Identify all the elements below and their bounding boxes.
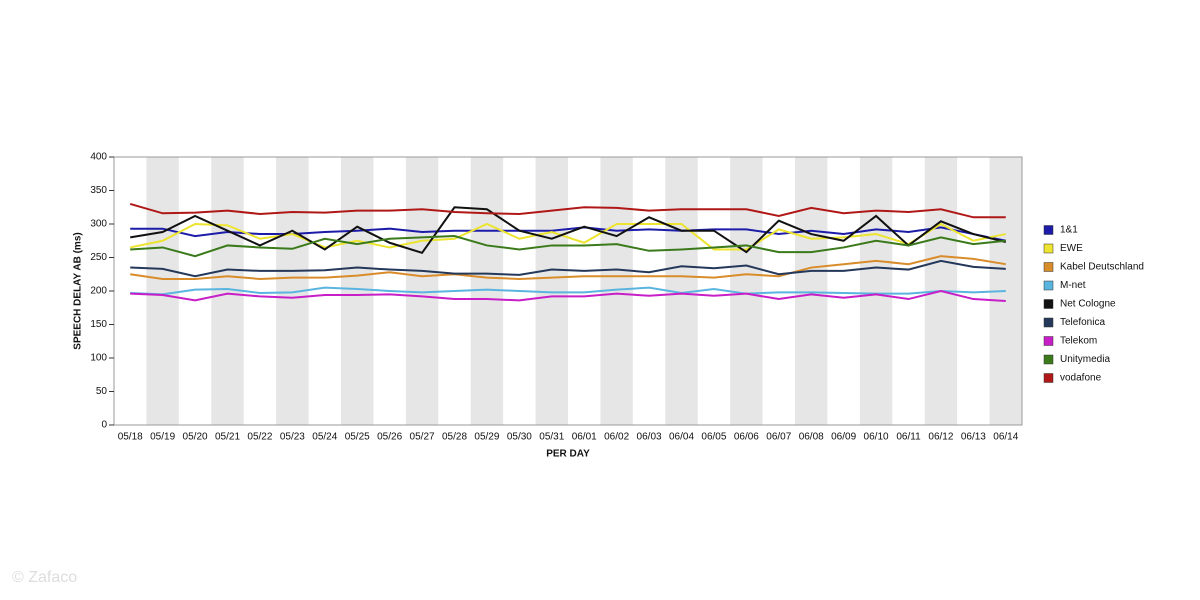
x-tick-label: 06/14 (993, 432, 1018, 443)
y-tick-label: 200 (90, 286, 107, 297)
x-tick-label: 06/09 (831, 432, 856, 443)
y-tick-label: 250 (90, 252, 107, 263)
legend-swatch (1043, 262, 1054, 272)
x-tick-label: 06/08 (799, 432, 824, 443)
legend-swatch (1043, 317, 1054, 328)
line (130, 289, 1006, 303)
legend-label: EWE (1060, 243, 1083, 254)
legend-label: M-net (1060, 280, 1086, 291)
x-tick-label: 06/05 (701, 432, 726, 443)
x-tick-label: 05/25 (345, 432, 370, 443)
y-tick-label: 300 (90, 219, 107, 230)
line (130, 222, 1006, 251)
band (859, 157, 893, 425)
x-tick-label: 05/26 (377, 432, 402, 443)
legend-swatch (1043, 354, 1054, 365)
legend-swatch (1043, 373, 1054, 383)
x-tick-label: 06/07 (766, 432, 791, 443)
x-tick-label: 05/31 (539, 432, 564, 443)
band (795, 157, 828, 425)
x-axis-title: PER DAY (546, 449, 590, 460)
x-tick-label: 05/19 (150, 432, 175, 443)
y-axis-title: SPEECH DELAY AB (ms) (73, 232, 84, 349)
y-tick-label: 50 (96, 386, 108, 397)
legend-swatch (1043, 336, 1054, 346)
legend-swatch (1043, 243, 1054, 254)
x-tick-label: 05/22 (247, 432, 272, 443)
legend-label: Net Cologne (1060, 299, 1116, 310)
x-tick-label: 06/10 (864, 432, 889, 443)
legend-label: Telekom (1060, 336, 1097, 347)
x-tick-label: 06/12 (928, 432, 953, 443)
y-tick-label: 0 (101, 420, 107, 431)
x-tick-label: 06/02 (604, 432, 629, 443)
band (730, 157, 763, 425)
x-tick-label: 05/30 (507, 432, 532, 443)
x-tick-label: 05/24 (312, 432, 337, 443)
x-tick-label: 05/28 (442, 432, 467, 443)
legend-label: vodafone (1060, 373, 1102, 384)
x-tick-label: 05/23 (280, 432, 305, 443)
x-tick-label: 05/20 (183, 432, 208, 443)
line (130, 235, 1006, 258)
x-tick-label: 06/01 (572, 432, 597, 443)
x-tick-label: 06/03 (637, 432, 662, 443)
legend-swatch (1043, 299, 1054, 309)
line (130, 286, 1006, 296)
legend-label: Telefonica (1060, 317, 1105, 328)
line (130, 259, 1006, 278)
y-tick-label: 150 (90, 319, 107, 330)
watermark: © Zafaco (12, 569, 77, 586)
band (146, 157, 179, 425)
line (129, 202, 1006, 219)
legend-label: Unitymedia (1060, 354, 1110, 365)
legend-swatch (1043, 280, 1054, 291)
y-tick-label: 350 (90, 185, 107, 196)
line (130, 226, 1006, 242)
legend-label: 1&1 (1060, 225, 1078, 236)
line (130, 206, 1007, 254)
x-tick-label: 05/18 (118, 432, 143, 443)
y-tick-label: 100 (90, 353, 107, 364)
bands (146, 157, 1022, 425)
y-tick-label: 400 (90, 152, 107, 163)
x-tick-label: 05/29 (474, 432, 499, 443)
x-tick-label: 05/27 (410, 432, 435, 443)
legend-swatch (1043, 225, 1054, 235)
legend-label: Kabel Deutschland (1060, 262, 1144, 273)
x-tick-label: 06/04 (669, 432, 694, 443)
x-tick-label: 06/13 (961, 432, 986, 443)
band (341, 157, 374, 425)
line (130, 255, 1006, 280)
x-tick-label: 06/06 (734, 432, 759, 443)
x-tick-label: 05/21 (215, 432, 240, 443)
x-tick-label: 06/11 (896, 432, 921, 443)
